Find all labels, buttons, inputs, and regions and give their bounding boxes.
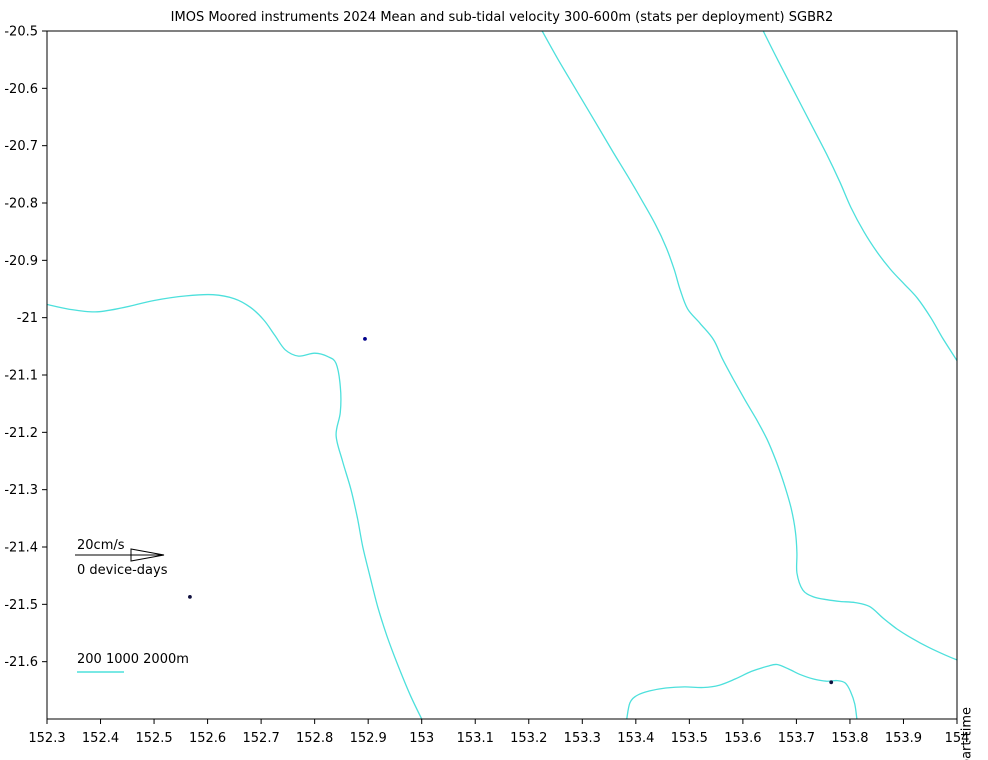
imos-watermark: © IMOS 22-Dec-2024 11:19:29 Hobart time — [960, 707, 975, 760]
x-tick-label: 152.9 — [350, 731, 387, 746]
x-tick-label: 153.1 — [457, 731, 494, 746]
y-tick-label: -20.5 — [4, 25, 38, 40]
plot-frame — [46, 30, 958, 720]
y-tick-label: -20.7 — [4, 139, 38, 154]
x-tick-label: 153.6 — [724, 731, 761, 746]
x-tick-label: 153 — [409, 731, 434, 746]
y-tick-label: -21.5 — [4, 598, 38, 613]
instrument-marker-3 — [829, 680, 834, 685]
contour-depth-legend-label: 200 1000 2000m — [77, 652, 189, 667]
y-tick-label: -20.8 — [4, 197, 38, 212]
velocity-scale-label: 20cm/s — [77, 538, 125, 553]
y-tick-label: -21.4 — [4, 541, 38, 556]
y-tick-label: -20.9 — [4, 254, 38, 269]
x-tick-label: 153.3 — [564, 731, 601, 746]
x-tick-label: 152.6 — [189, 731, 226, 746]
x-tick-label: 153.8 — [831, 731, 868, 746]
y-tick-label: -21 — [17, 311, 38, 326]
x-tick-label: 152.8 — [296, 731, 333, 746]
x-tick-label: 153.2 — [510, 731, 547, 746]
x-tick-label: 152.3 — [28, 731, 65, 746]
axes: 152.3 152.4 152.5 152.6 152.7 152.8 152.9 153 15… — [4, 25, 969, 747]
bathymetry-contour-mid — [541, 31, 957, 661]
y-tick-label: -21.3 — [4, 483, 38, 498]
y-tick-label: -21.6 — [4, 655, 38, 670]
bathymetry-contour-east — [762, 31, 957, 362]
device-days-label: 0 device-days — [77, 563, 168, 578]
instrument-marker-2 — [188, 594, 192, 599]
bathymetry-contours — [47, 31, 957, 719]
instrument-markers — [188, 336, 834, 685]
figure-title: IMOS Moored instruments 2024 Mean and su… — [170, 10, 834, 25]
x-tick-label: 153.7 — [778, 731, 815, 746]
x-tick-label: 153.5 — [671, 731, 708, 746]
x-tick-label: 153.4 — [617, 731, 654, 746]
x-tick-label: 152.5 — [135, 731, 172, 746]
y-tick-label: -21.2 — [4, 426, 38, 441]
x-tick-label: 153.9 — [885, 731, 922, 746]
velocity-scale-arrow — [75, 548, 165, 562]
bathymetry-contour-west — [47, 293, 423, 719]
y-tick-label: -21.1 — [4, 369, 38, 384]
y-tick-label: -20.6 — [4, 82, 38, 97]
x-tick-label: 152.7 — [243, 731, 280, 746]
x-tick-label: 154 — [945, 731, 970, 746]
bathymetry-contour-south — [626, 663, 858, 719]
instrument-marker-1 — [363, 336, 367, 341]
x-tick-label: 152.4 — [82, 731, 119, 746]
